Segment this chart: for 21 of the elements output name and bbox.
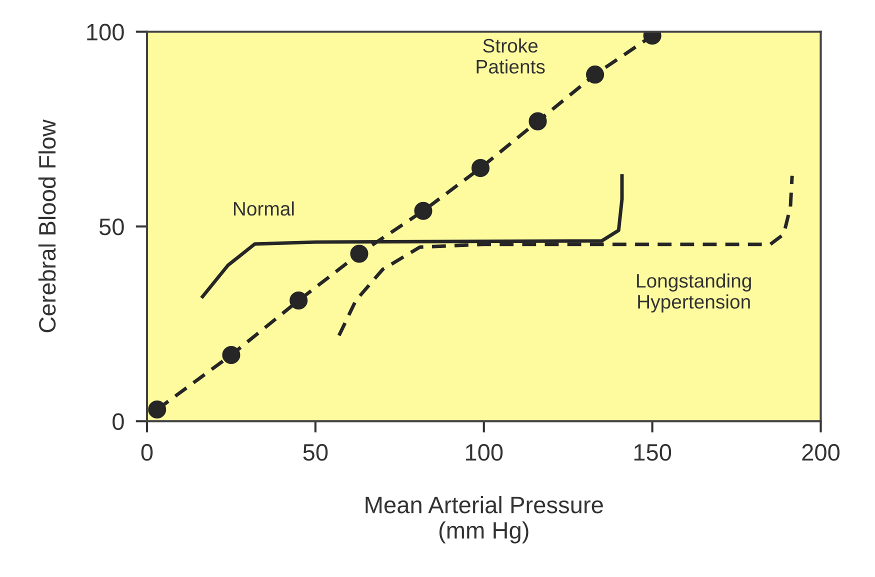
x-tick-label: 50: [303, 444, 328, 461]
series-label: Normal: [234, 201, 294, 216]
point: [414, 202, 432, 220]
x-tick-label: 200: [802, 444, 840, 461]
x-axis-title: Mean Arterial Pressure (mm Hg): [366, 496, 603, 544]
y-tick-label: 50: [99, 218, 124, 236]
series-label: Stroke Patients: [476, 38, 545, 74]
x-tick-label: 0: [141, 444, 153, 461]
y-axis-title: Cerebral Blood Flow: [38, 119, 56, 332]
y-tick-label: 0: [112, 413, 124, 430]
x-tick-label: 100: [466, 444, 503, 461]
x-tick-label: 150: [634, 444, 672, 461]
point: [222, 346, 240, 364]
point: [471, 159, 490, 178]
series-label: Longstanding Hypertension: [637, 273, 751, 313]
point: [528, 112, 547, 130]
point: [586, 66, 604, 84]
y-tick-label: 100: [87, 24, 124, 41]
point: [290, 291, 308, 310]
point: [148, 400, 166, 419]
point: [350, 244, 368, 263]
